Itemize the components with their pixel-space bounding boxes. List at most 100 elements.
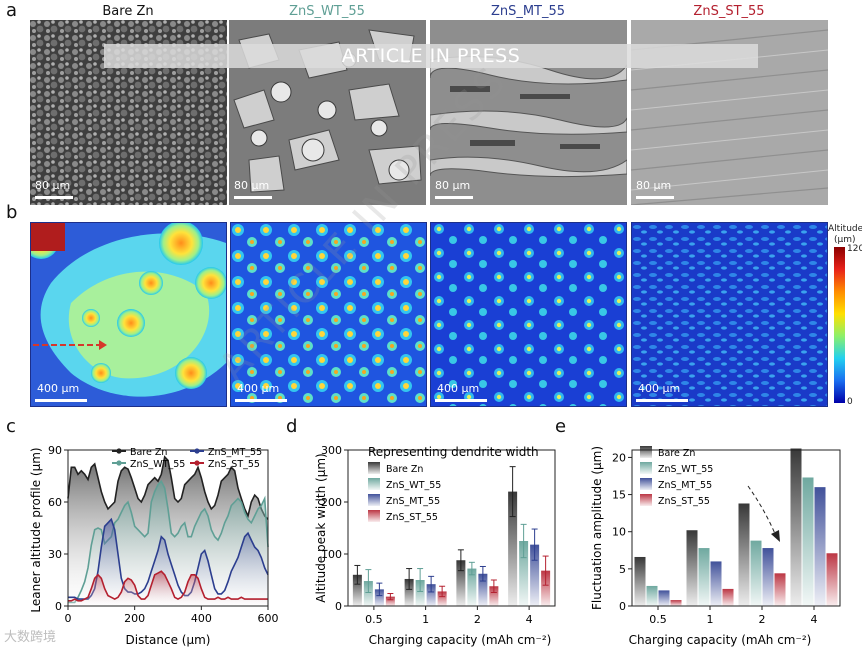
colorbar-min: 0 xyxy=(847,397,853,407)
y-tick-label: 15 xyxy=(612,489,626,502)
legend-marker xyxy=(194,460,200,466)
y-tick-label: 300 xyxy=(321,444,342,457)
x-tick-label: 0.5 xyxy=(365,613,383,626)
y-tick-label: 30 xyxy=(48,548,62,561)
legend-label: ZnS_ST_55 xyxy=(208,459,260,470)
x-axis-label: Charging capacity (mAh cm⁻²) xyxy=(629,633,812,647)
line-zns-st-55 xyxy=(68,570,268,602)
legend-swatch xyxy=(368,478,380,490)
bar-zns-mt-55 xyxy=(426,584,436,606)
colorbar-unit: (μm) xyxy=(834,235,856,245)
bar-zns-st-55 xyxy=(489,586,499,606)
scale-bar xyxy=(636,399,688,402)
altitude-map-wt: 400 μm xyxy=(230,222,427,407)
bar-zns-st-55 xyxy=(774,573,786,606)
scale-label: 80 μm xyxy=(234,179,270,192)
x-tick-label: 4 xyxy=(811,613,818,626)
colorbar-title: Altitude xyxy=(828,224,862,234)
bar-zns-mt-55 xyxy=(762,548,774,606)
legend-label: ZnS_MT_55 xyxy=(658,480,712,491)
bar-zns-wt-55 xyxy=(415,580,425,606)
scale-bar xyxy=(234,196,272,199)
legend-swatch xyxy=(368,462,380,474)
y-tick-label: 10 xyxy=(612,526,626,539)
altitude-map-bare-zn: 400 μm xyxy=(30,222,227,407)
colorbar-max: 120 xyxy=(847,244,862,254)
scale-bar xyxy=(435,399,487,402)
legend-swatch xyxy=(368,510,380,522)
scale-label: 400 μm xyxy=(37,382,80,395)
bar-zns-mt-55 xyxy=(658,590,670,606)
x-tick-label: 200 xyxy=(124,612,145,625)
panel-label-e: e xyxy=(555,416,567,437)
bar-zns-st-55 xyxy=(826,553,838,606)
bar-zns-st-55 xyxy=(437,591,447,606)
legend-label: Bare Zn xyxy=(658,448,695,459)
bar-zns-st-55 xyxy=(670,600,682,606)
trend-arrowhead xyxy=(771,530,780,542)
scale-label: 400 μm xyxy=(237,382,280,395)
legend-swatch xyxy=(368,494,380,506)
y-tick-label: 100 xyxy=(321,548,342,561)
legend-label: ZnS_WT_55 xyxy=(658,464,713,475)
bar-zns-wt-55 xyxy=(519,541,529,606)
bar-bare-zn xyxy=(508,491,518,606)
bar-zns-st-55 xyxy=(385,596,395,606)
legend-label: ZnS_WT_55 xyxy=(130,459,185,470)
y-tick-label: 90 xyxy=(48,444,62,457)
y-axis-label: Fluctuation amplitude (μm) xyxy=(590,446,604,610)
trend-arrow xyxy=(747,485,777,537)
scale-label: 80 μm xyxy=(435,179,471,192)
bar-zns-st-55 xyxy=(541,570,551,606)
x-axis-label: Charging capacity (mAh cm⁻²) xyxy=(369,633,552,647)
area-zns-mt-55 xyxy=(68,519,268,606)
column-title-st: ZnS_ST_55 xyxy=(693,4,765,19)
y-tick-label: 60 xyxy=(48,496,62,509)
scale-bar xyxy=(35,196,73,199)
x-tick-label: 0 xyxy=(65,612,72,625)
bar-bare-zn xyxy=(634,556,646,606)
legend-marker xyxy=(116,448,122,454)
y-tick-label: 0 xyxy=(335,600,342,613)
x-tick-label: 2 xyxy=(759,613,766,626)
scale-label: 80 μm xyxy=(35,179,71,192)
bar-bare-zn xyxy=(404,578,414,606)
y-tick-label: 5 xyxy=(619,563,626,576)
panel-label-a: a xyxy=(6,0,18,21)
legend-label: ZnS_WT_55 xyxy=(386,480,441,491)
chart-e: 0.5 1 2 4 0 5 10 15 20 Bare Zn ZnS_WT_55 ZnS_MT_55 Z… xyxy=(590,446,841,647)
bar-zns-wt-55 xyxy=(750,540,762,606)
line-zns-wt-55 xyxy=(68,479,269,604)
y-tick-label: 200 xyxy=(321,496,342,509)
legend-label: ZnS_MT_55 xyxy=(208,447,262,458)
y-axis-label: Altitude peak width (μm) xyxy=(314,453,328,602)
y-axis-label: Leaner altitude profile (μm) xyxy=(29,447,43,612)
column-title-bare-zn: Bare Zn xyxy=(102,4,154,19)
chart-d-title: Representing dendrite width xyxy=(368,445,539,459)
legend-swatch xyxy=(640,494,652,506)
line-bare-zn xyxy=(67,455,269,520)
panel-label-c: c xyxy=(6,416,16,437)
bar-bare-zn xyxy=(738,503,750,606)
line-zns-mt-55 xyxy=(68,517,269,600)
legend-label: Bare Zn xyxy=(130,447,167,458)
bar-zns-wt-55 xyxy=(646,585,658,606)
colorbar xyxy=(834,247,845,403)
altitude-map-st: 400 μm xyxy=(631,222,828,407)
bar-zns-wt-55 xyxy=(698,548,710,606)
column-title-mt: ZnS_MT_55 xyxy=(490,4,566,19)
x-tick-label: 1 xyxy=(707,613,714,626)
legend-label: Bare Zn xyxy=(386,464,423,475)
column-title-wt: ZnS_WT_55 xyxy=(289,4,365,19)
scale-bar xyxy=(35,399,87,402)
legend-label: ZnS_ST_55 xyxy=(386,512,438,523)
scale-label: 400 μm xyxy=(638,382,681,395)
plot-frame xyxy=(631,449,841,607)
x-tick-label: 400 xyxy=(191,612,212,625)
panel-label-d: d xyxy=(286,416,298,437)
bar-zns-wt-55 xyxy=(467,568,477,606)
x-tick-label: 0.5 xyxy=(649,613,667,626)
publisher-logo: 大数跨境 xyxy=(4,630,57,645)
y-tick-label: 0 xyxy=(619,600,626,613)
